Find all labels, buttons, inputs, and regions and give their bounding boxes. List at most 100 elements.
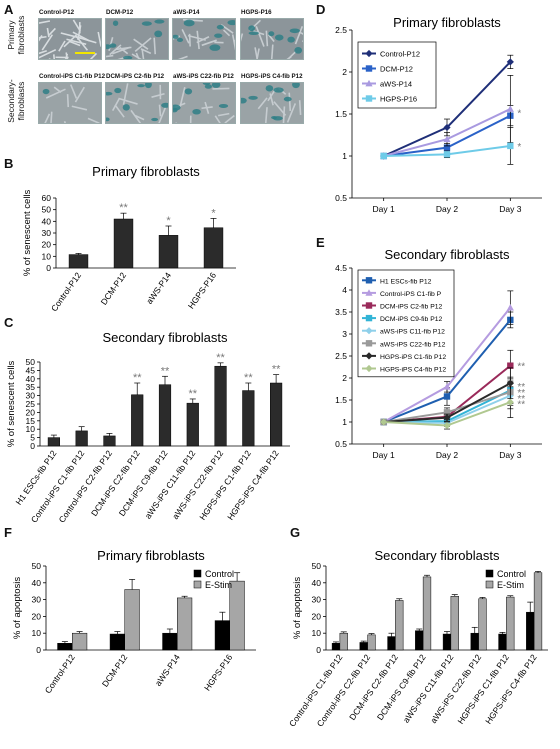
y-tick-label: 1.5 <box>335 109 347 119</box>
y-tick-label: 20 <box>32 611 42 621</box>
micrograph-image <box>38 82 102 124</box>
data-point <box>365 352 373 360</box>
micrograph-title: HGPS-iPS C4-fib P12 <box>241 73 303 80</box>
micrograph-image <box>240 18 304 60</box>
x-tick-label: DCM-iPS C2-fib P12 <box>347 652 400 722</box>
y-tick-label: 20 <box>26 407 36 417</box>
y-tick-label: 15 <box>26 416 36 426</box>
y-tick-label: 50 <box>42 205 52 215</box>
legend-label: E-Stim <box>497 580 524 590</box>
y-tick-label: 3.5 <box>335 307 347 317</box>
y-tick-label: 20 <box>312 611 322 621</box>
bar <box>72 632 88 651</box>
data-point <box>365 289 373 296</box>
data-point <box>365 95 373 102</box>
x-tick-label: aWS-P14 <box>153 652 182 688</box>
chart-title: Secondary fibroblasts <box>374 548 500 563</box>
data-point <box>443 151 451 158</box>
y-tick-label: 1.5 <box>335 395 347 405</box>
y-tick-label: 60 <box>42 193 52 203</box>
data-point <box>507 362 514 369</box>
y-tick-label: 40 <box>32 578 42 588</box>
y-tick-label: 40 <box>26 374 36 384</box>
bar <box>214 620 231 651</box>
bar <box>506 596 515 651</box>
bar <box>498 633 507 651</box>
significance-mark: ** <box>133 372 142 384</box>
bar <box>124 589 140 651</box>
data-point <box>443 393 451 400</box>
y-axis-label: % of apoptosis <box>292 577 303 640</box>
y-tick-label: 0.5 <box>335 193 347 203</box>
significance-mark: ** <box>188 388 197 400</box>
x-tick-label: HGPS-iPS C1-fib P12 <box>455 652 511 726</box>
y-tick-label: 30 <box>42 228 52 238</box>
data-point <box>365 364 373 373</box>
legend-label: DCM-iPS C2-fib P12 <box>380 304 443 311</box>
x-tick-label: Control-iPS C2-fib P12 <box>315 652 373 728</box>
y-axis-label: % of apoptosis <box>12 577 23 640</box>
x-tick-label: DCM-iPS C2-fib P12 <box>89 448 142 518</box>
micrograph-title: aWS-iPS C22-fib P12 <box>173 73 234 80</box>
legend-label: HGPS-P16 <box>380 95 417 104</box>
y-tick-label: 0 <box>46 263 51 273</box>
y-tick-label: 45 <box>26 365 36 375</box>
significance-mark: ** <box>517 394 525 405</box>
data-point <box>365 340 373 347</box>
bar <box>103 435 116 447</box>
x-tick-label: Day 1 <box>373 450 395 460</box>
y-tick-label: 2 <box>342 67 347 77</box>
x-tick-label: Day 1 <box>373 204 395 214</box>
bar <box>113 218 134 269</box>
legend-label: DCM-iPS C9-fib P12 <box>380 316 443 323</box>
data-point <box>365 302 373 309</box>
x-tick-label: DCM-P12 <box>99 270 129 307</box>
bar <box>270 382 283 447</box>
significance-mark: * <box>517 142 521 153</box>
legend-swatch <box>193 569 202 578</box>
bar <box>242 390 255 447</box>
y-tick-label: 20 <box>42 240 52 250</box>
bar <box>450 595 459 651</box>
micrograph-title: DCM-iPS C2-fib P12 <box>106 73 165 80</box>
y-tick-label: 40 <box>42 216 52 226</box>
panel-label-d: D <box>316 2 326 17</box>
data-point <box>443 421 451 430</box>
micrograph-image <box>172 18 236 60</box>
data-point <box>506 304 514 311</box>
data-point <box>380 152 387 160</box>
panel-label-e: E <box>316 235 325 250</box>
data-point <box>443 144 451 151</box>
panel-label-a: A <box>4 2 14 17</box>
data-point <box>506 398 514 406</box>
significance-mark: ** <box>517 362 525 373</box>
bar <box>422 576 432 651</box>
legend-label: Control-iPS C1-fib P <box>380 291 442 298</box>
chart-title: Primary fibroblasts <box>97 548 205 563</box>
bar <box>229 580 245 651</box>
x-tick-label: DCM-iPS C9-fib P12 <box>375 652 428 722</box>
legend-swatch <box>485 580 494 589</box>
micrograph-title: aWS-P14 <box>173 9 200 16</box>
bar <box>331 643 341 651</box>
y-tick-label: 2.5 <box>335 351 347 361</box>
data-point <box>506 105 514 112</box>
data-point <box>443 383 451 390</box>
micrograph-image <box>105 18 169 60</box>
data-point <box>365 79 373 87</box>
x-tick-label: aWS-iPS C22-fib P12 <box>428 652 483 725</box>
data-point <box>506 379 514 387</box>
bar <box>57 643 73 651</box>
data-point <box>507 142 514 150</box>
data-point <box>443 409 451 416</box>
panel-label-b: B <box>4 156 14 171</box>
bar <box>109 633 126 651</box>
bar <box>158 235 179 269</box>
y-tick-label: 4 <box>342 285 347 295</box>
x-tick-label: aWS-iPS C22-fib P12 <box>170 448 225 521</box>
panel-label-c: C <box>4 315 14 330</box>
bar <box>470 632 479 651</box>
bar <box>442 633 452 651</box>
y-tick-label: 35 <box>26 382 36 392</box>
x-tick-label: DCM-iPS C9-fib P12 <box>117 448 170 518</box>
